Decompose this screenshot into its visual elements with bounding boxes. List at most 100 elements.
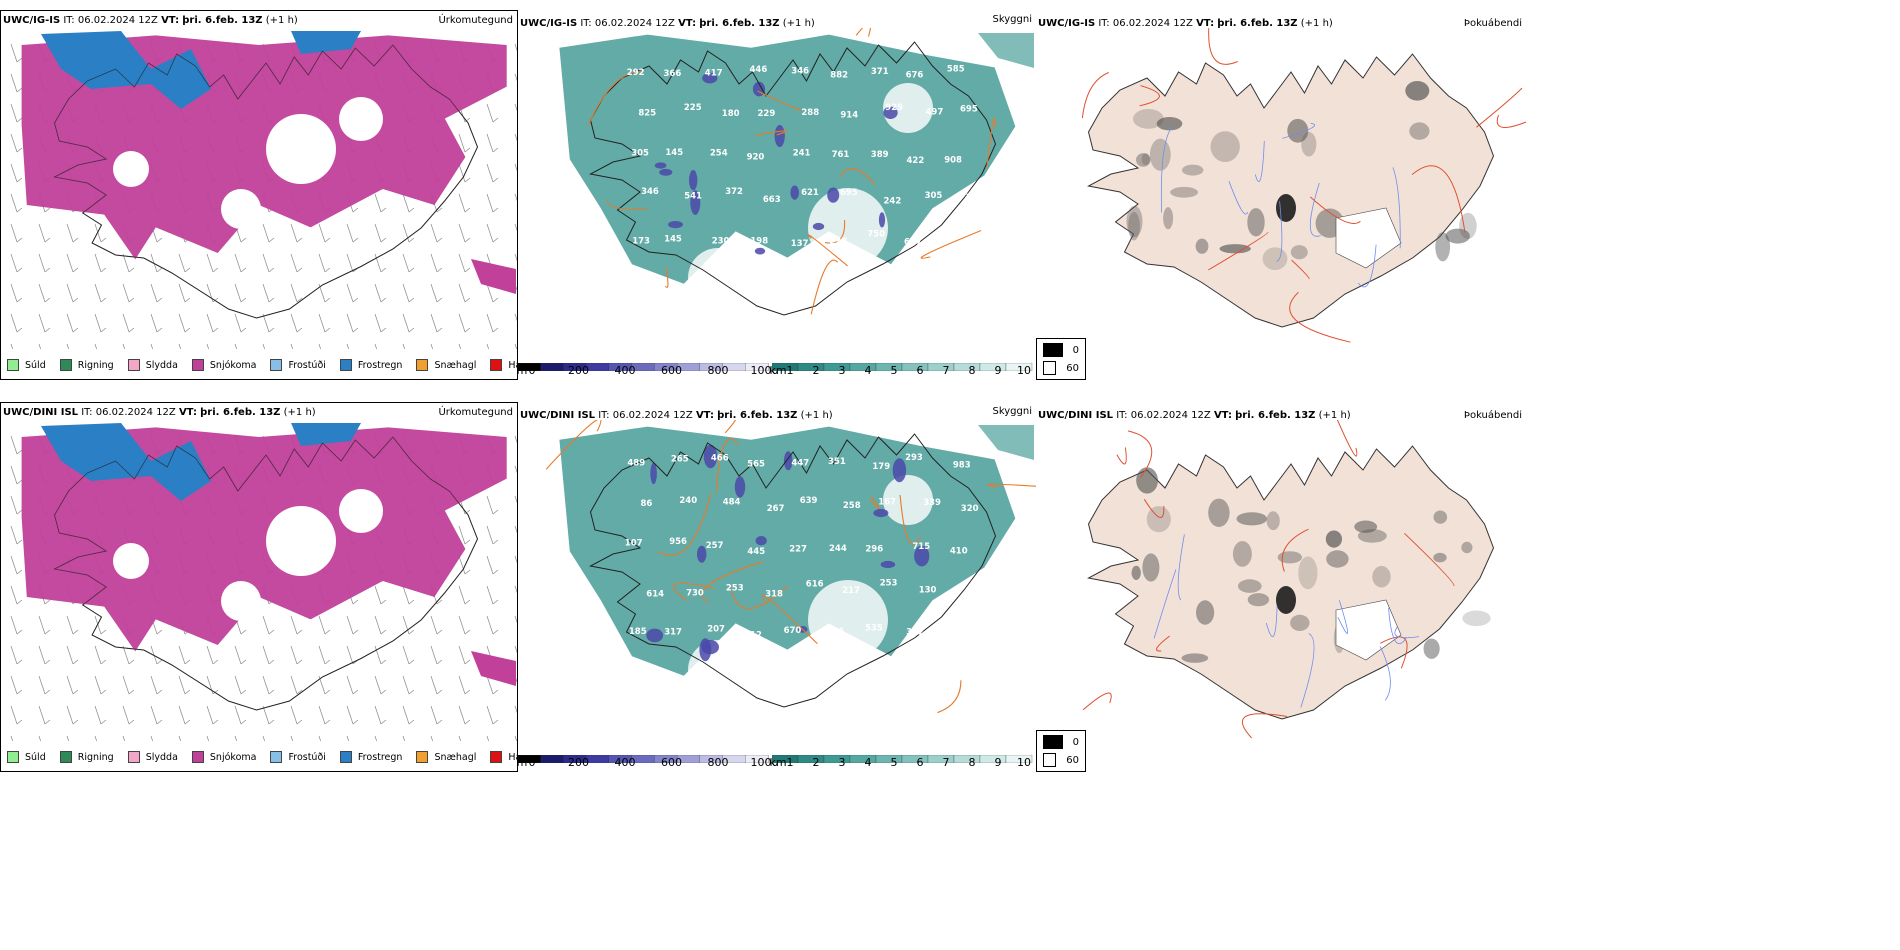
cloud-base-tick: 0 [528,364,536,377]
precip-legend-item: Frostregn [339,751,403,763]
precip-legend-item: Snæhagl [416,751,476,763]
legend-swatch [270,359,283,371]
cloud-base-colorbar: m 0 200 400 600 800 1000 [518,748,779,769]
cloud-base-value: 130 [919,585,937,595]
visibility-tick: 4 [864,364,872,377]
fog-legend: 0 60 [1036,730,1086,772]
legend-swatch [59,751,72,763]
visibility-tick: 3 [838,364,846,377]
cloud-base-value: 230 [712,236,730,246]
cloud-base-value: 541 [684,192,702,202]
cloud-base-value: 267 [767,504,785,514]
cloud-base-value: 346 [791,66,809,76]
legend-label: Frostregn [357,751,403,763]
fog-panel-row1: UWC/IG-IS IT: 06.02.2024 12Z VT: þri. 6.… [1036,10,1526,380]
cloud-base-unit: m [518,364,528,377]
cloud-base-value: 346 [641,187,659,197]
cloud-base-value: 225 [684,103,702,113]
legend-label: Haglél [508,359,517,371]
fog-legend: 0 60 [1036,338,1086,380]
cloud-base-value: 217 [842,586,860,596]
cloud-base-tick: 400 [614,364,636,377]
visibility-tick: 10 [1017,364,1031,377]
cloud-base-value: 227 [789,544,807,554]
visibility-tick: 6 [916,364,924,377]
precip-legend-item: Frostúði [270,751,326,763]
cloud-base-value: 621 [801,188,819,198]
cloud-base-value: 489 [627,459,645,469]
cloud-base-value: 86 [641,499,653,509]
precip-legend-item: Snæhagl [416,359,476,371]
cloud-base-value: 214 [966,588,984,598]
cloud-base-value: 596 [827,627,845,637]
legend-label: Rigning [77,359,114,371]
panel-title: UWC/DINI ISL IT: 06.02.2024 12Z VT: þri.… [1038,410,1351,421]
cloud-base-value: 565 [747,460,765,470]
cloud-base-value: 372 [906,627,924,637]
cloud-base-value: 137 [791,239,809,249]
cloud-base-value: 242 [884,196,902,206]
cloud-base-tick: 200 [568,364,589,377]
cloud-base-tick: 600 [661,756,682,769]
cloud-base-tick: 0 [528,756,536,769]
cloud-base-value: 292 [627,68,645,78]
cloud-base-value: 695 [960,105,978,115]
cloud-base-value: 956 [669,537,687,547]
cloud-base-value: 305 [925,191,943,201]
cloud-base-value: 389 [871,150,889,160]
cloud-base-value: 112 [744,631,762,641]
cloud-base-value: 639 [800,496,818,506]
cloud-base-value: 253 [880,579,898,589]
legend-label: Haglél [508,751,517,763]
legend-label: Snjókoma [209,359,257,371]
cloud-base-value: 676 [906,70,924,80]
cloud-base-value: 825 [638,109,656,119]
cloud-base-value: 244 [829,544,847,554]
visibility-tick: 6 [916,756,924,769]
precip-legend-item: Súld [7,359,46,371]
legend-label: Súld [25,751,46,763]
cloud-base-value: 647 [904,237,922,247]
cloud-base-tick: 200 [568,756,589,769]
cloud-base-value: 240 [679,496,697,506]
legend-swatch [490,359,503,371]
visibility-tick: 9 [994,364,1002,377]
cloud-base-value: 265 [671,454,689,464]
cloud-base-colorbar: m 0 200 400 600 800 1000 [518,356,779,377]
precip-legend: Súld Rigning Slydda Snjókoma Frostúði Frostre… [7,751,517,763]
visibility-tick: 3 [838,756,846,769]
cloud-base-value: 445 [747,547,765,557]
fog-map [1081,28,1526,343]
cloud-base-value: 730 [686,589,704,599]
legend-swatch [127,751,140,763]
visibility-tick: 7 [942,364,950,377]
visibility-unit: km [769,756,787,769]
cloud-base-value: 145 [665,148,683,158]
cloud-base-value: 297 [829,237,847,247]
panel-title: UWC/IG-IS IT: 06.02.2024 12Z VT: þri. 6.… [1038,18,1333,29]
cloud-base-value: 207 [707,625,725,635]
panel-title: UWC/IG-IS IT: 06.02.2024 12Z VT: þri. 6.… [520,18,815,29]
cloud-base-value: 670 [784,626,802,636]
fog-map [1082,420,1495,739]
cloud-base-value: 484 [723,498,741,508]
legend-swatch [7,359,19,371]
precip-type-panel-row2: UWC/DINI ISL IT: 06.02.2024 12Z VT: þri.… [0,402,518,772]
legend-label: Frostúði [288,359,326,371]
cloud-base-value: 167 [878,498,896,508]
cloud-base-value: 107 [625,539,643,549]
cloud-base-value: 585 [947,65,965,75]
cloud-visibility-map: 489 265 466 565 447 351 179 293 983 86 240 484 267 63… [545,420,1036,714]
precip-legend-item: Súld [7,751,46,763]
cloud-base-value: 320 [961,504,979,514]
cloud-base-value: 908 [944,155,962,165]
legend-swatch [191,751,204,763]
legend-label: Snæhagl [434,359,477,371]
panel-name: Úrkomutegund [438,15,513,26]
precip-legend-item: Frostúði [270,359,326,371]
visibility-tick: 5 [890,756,898,769]
legend-label: Slydda [145,751,178,763]
cloud-base-tick: 400 [614,756,636,769]
legend-swatch [339,359,352,371]
cloud-base-value: 185 [629,627,647,637]
